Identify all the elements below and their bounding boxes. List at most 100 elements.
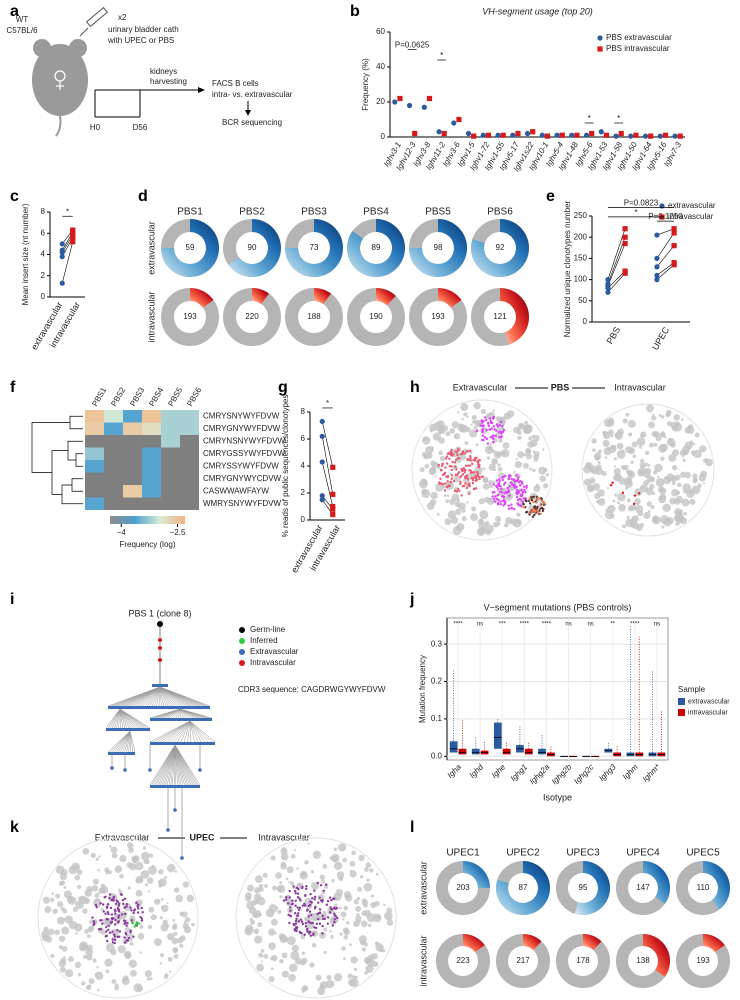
heatmap-cell [85, 410, 104, 423]
network-node [254, 935, 263, 944]
network-node [128, 847, 135, 854]
network-node [504, 490, 508, 494]
network-node [628, 432, 633, 437]
network-node [513, 486, 517, 490]
network-node [117, 904, 121, 907]
network-node [478, 463, 481, 467]
network-node [361, 947, 366, 952]
network-node [681, 498, 690, 507]
tree-edge [178, 708, 181, 719]
network-node [59, 966, 66, 973]
network-node [108, 845, 112, 848]
network-node [643, 511, 651, 520]
data-point [465, 130, 472, 137]
tree-edge [105, 708, 121, 729]
tree-edge [144, 686, 161, 707]
network-node [138, 922, 141, 925]
network-node [484, 445, 494, 455]
network-node [54, 929, 60, 936]
network-node [330, 934, 334, 939]
network-node [338, 906, 342, 910]
legend-label: intravascular [668, 212, 714, 221]
network-label: Intravascular [258, 832, 310, 842]
tree-edge [137, 686, 161, 707]
network-node [461, 508, 466, 513]
data-point [70, 234, 76, 241]
network-node [120, 893, 123, 896]
network-node [497, 498, 500, 502]
network-node [591, 438, 597, 444]
network-node [497, 466, 503, 472]
legend-swatch [678, 709, 685, 716]
network-node [498, 435, 501, 439]
colorbar-tick-label: −4 [117, 528, 127, 537]
network-node [111, 917, 114, 921]
legend-label: extravascular [668, 201, 716, 210]
network-node [309, 900, 312, 903]
network-node [430, 466, 436, 472]
network-node [496, 521, 501, 526]
network-node [253, 893, 262, 901]
pair-link [656, 228, 675, 236]
donut-center-label: 59 [186, 243, 195, 252]
tree-cdr3: CDR3 sequence: CAGDRWGYWYFDVW [238, 685, 386, 694]
y-tick-label: 40 [376, 62, 385, 71]
tree-edge [161, 744, 176, 786]
network-node [111, 852, 118, 859]
network-node [597, 449, 602, 454]
network-node [87, 934, 91, 938]
annotation: * [635, 208, 638, 217]
network-node [172, 918, 176, 922]
tree-edge [119, 708, 121, 729]
network-node [450, 477, 454, 480]
data-point [654, 255, 660, 261]
row-label: extravascular [418, 861, 428, 915]
network-node [674, 421, 680, 427]
network-node [659, 431, 666, 438]
network-node [355, 915, 362, 922]
data-point [539, 132, 545, 138]
network-node [533, 457, 538, 462]
row-label: CMRYSNYWYFDVW [203, 411, 280, 420]
network-node [443, 489, 447, 492]
network-node [264, 884, 268, 888]
network-node [60, 957, 67, 963]
network-node [466, 464, 470, 467]
tree-edge [156, 720, 191, 743]
network-node [464, 464, 468, 467]
tree-edge [163, 720, 191, 743]
network-node [653, 442, 658, 447]
donut-center-label: 188 [307, 312, 321, 321]
network-node [159, 953, 165, 958]
y-tick-label: 250 [574, 211, 588, 220]
network-node [76, 869, 83, 876]
tree-edge [174, 744, 194, 786]
network-node [539, 475, 546, 482]
box-body [449, 741, 458, 753]
network-node [531, 509, 535, 512]
annotation: * [66, 207, 69, 216]
network-node [597, 498, 606, 506]
network-node [45, 936, 53, 943]
data-point [59, 280, 65, 286]
network-node [503, 492, 506, 495]
network-node [296, 906, 299, 909]
data-point [70, 229, 76, 235]
network-node [602, 439, 610, 447]
network-node [650, 505, 655, 510]
x-tick-label: Ighg2a [528, 762, 552, 786]
y-tick-label: 0.3 [431, 639, 443, 648]
network-node [357, 886, 363, 892]
network-node [538, 509, 541, 512]
annotation: P=0.0823 [624, 199, 659, 208]
network-node [496, 488, 500, 491]
network-node [330, 908, 333, 911]
data-point [654, 277, 660, 283]
tree-edge [159, 686, 178, 707]
network-node [313, 889, 316, 892]
network-node [679, 449, 687, 457]
heatmap-cell [161, 410, 180, 423]
network-node [419, 479, 428, 489]
schematic-text: H0 [90, 123, 101, 132]
network-node [444, 518, 452, 526]
